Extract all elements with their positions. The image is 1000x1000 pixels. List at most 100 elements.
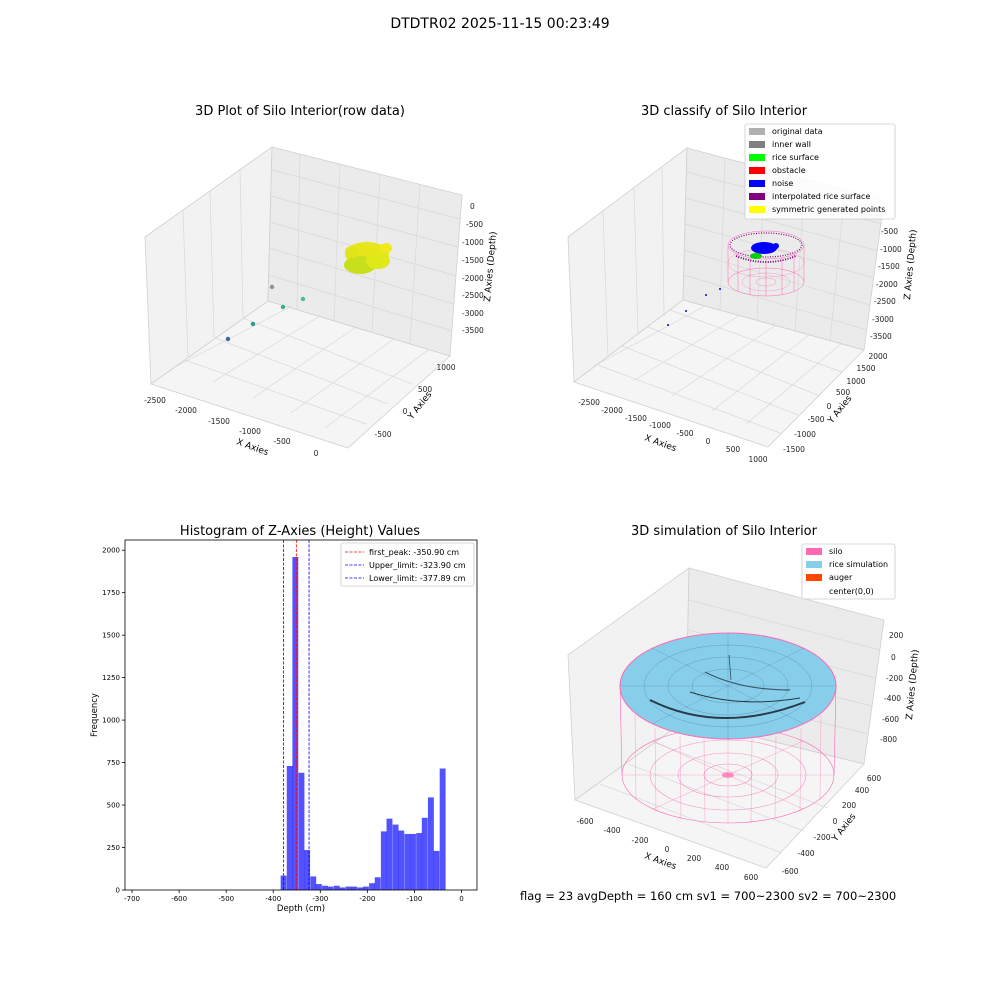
- raw-z-tick: -2000: [462, 274, 484, 283]
- legend-label: Upper_limit: -323.90 cm: [369, 561, 466, 570]
- histogram-y-tick-label: 1750: [102, 589, 120, 597]
- raw-z-tick: -3500: [462, 326, 484, 335]
- histogram-x-tick-label: -100: [406, 895, 422, 903]
- raw-x-tick: -2500: [144, 396, 166, 405]
- legend-swatch: [749, 154, 765, 161]
- simulation-rice-surface: [619, 632, 837, 740]
- raw-z-tick: 0: [470, 202, 475, 211]
- simulation-y-tick: 200: [842, 801, 857, 810]
- classify-y-tick: 1500: [856, 364, 875, 373]
- histogram-x-tick-label: -500: [218, 895, 234, 903]
- histogram-bar: [392, 824, 399, 890]
- classify-x-tick: 1000: [748, 455, 767, 464]
- histogram-bar: [410, 833, 416, 890]
- simulation-y-tick: -400: [797, 849, 814, 858]
- classify-y-tick: -1000: [794, 430, 816, 439]
- histogram-x-tick-label: -300: [312, 895, 328, 903]
- histogram-x-axis-label: Depth (cm): [277, 904, 325, 914]
- simulation-x-tick: -400: [603, 826, 620, 835]
- simulation-y-tick: 600: [867, 774, 882, 783]
- histogram-bar: [427, 797, 434, 890]
- raw-data-point: [280, 304, 286, 310]
- simulation-x-tick: 0: [665, 845, 670, 854]
- classify-legend: original data inner wall rice surface ob…: [744, 123, 896, 220]
- simulation-legend: silo rice simulation auger center(0,0): [801, 543, 896, 600]
- legend-label: silo: [829, 547, 843, 556]
- histogram-bar: [345, 886, 352, 890]
- classify-interpolated-surface: [729, 232, 803, 258]
- classify-noise-point: [719, 288, 721, 290]
- simulation-plot-title: 3D simulation of Silo Interior: [631, 524, 817, 539]
- figure-title: DTDTR02 2025-11-15 00:23:49: [390, 16, 610, 32]
- raw-data-point: [250, 321, 256, 327]
- simulation-z-tick: 200: [889, 631, 904, 640]
- histogram-bar: [386, 818, 393, 890]
- simulation-x-tick: 400: [715, 863, 730, 872]
- classify-plot-title: 3D classify of Silo Interior: [640, 104, 808, 119]
- raw-data-point: [269, 284, 275, 290]
- histogram-x-tick-label: -400: [265, 895, 281, 903]
- legend-swatch: [749, 167, 765, 174]
- classify-x-tick: -1500: [625, 414, 647, 423]
- histogram-legend: first_peak: -350.90 cm Upper_limit: -323.…: [340, 542, 475, 587]
- legend-swatch: [806, 574, 822, 581]
- classify-y-tick: 1000: [846, 377, 865, 386]
- histogram-bar: [310, 876, 317, 890]
- histogram-bar: [286, 765, 293, 890]
- raw-x-tick: -1000: [239, 427, 261, 436]
- histogram-bar: [380, 831, 387, 890]
- classify-y-tick: -1500: [783, 445, 805, 454]
- legend-swatch: [806, 548, 822, 555]
- legend-label: center(0,0): [829, 587, 874, 596]
- histogram-bar: [351, 886, 358, 890]
- histogram-x-tick-label: -700: [124, 895, 140, 903]
- legend-swatch: [749, 206, 765, 213]
- legend-swatch: [749, 128, 765, 135]
- classify-noise-point: [685, 310, 687, 312]
- histogram-bar: [374, 877, 381, 890]
- raw-x-tick: -500: [273, 437, 290, 446]
- legend-swatch: [749, 141, 765, 148]
- histogram-bar: [333, 885, 340, 890]
- classify-noise-point: [773, 243, 779, 249]
- legend-label: original data: [772, 127, 823, 136]
- histogram-bar: [369, 883, 375, 890]
- simulation-auger: [728, 654, 732, 681]
- simulation-z-tick: -600: [882, 715, 899, 724]
- legend-label: rice surface: [772, 153, 819, 162]
- raw-data-point: [300, 296, 306, 302]
- histogram-y-tick-label: 1250: [102, 674, 120, 682]
- raw-point-cloud: [344, 242, 392, 274]
- simulation-x-axis-label: X Axies: [643, 851, 678, 872]
- raw-plot-title: 3D Plot of Silo Interior(row data): [195, 104, 405, 119]
- legend-label: noise: [772, 179, 793, 188]
- legend-swatch: [749, 193, 765, 200]
- classify-z-tick: -2000: [876, 280, 898, 289]
- legend-swatch: [749, 180, 765, 187]
- legend-label: first_peak: -350.90 cm: [369, 548, 459, 557]
- histogram-bar: [298, 772, 305, 890]
- classify-interpolated-surface: [735, 255, 797, 263]
- histogram-y-tick-label: 750: [107, 759, 120, 767]
- simulation-x-tick: -600: [576, 817, 593, 826]
- histogram-y-axis-label: Frequency: [90, 693, 100, 737]
- classify-y-tick: -500: [807, 415, 824, 424]
- simulation-y-tick: 400: [855, 786, 870, 795]
- histogram-x-tick-label: -200: [359, 895, 375, 903]
- histogram-y-tick-label: 500: [107, 802, 120, 810]
- simulation-z-tick: -400: [884, 694, 901, 703]
- classify-y-tick: 0: [827, 402, 832, 411]
- histogram-bar: [304, 850, 311, 890]
- classify-noise-cluster: [751, 242, 777, 254]
- histogram-bar: [421, 817, 428, 890]
- histogram-bar: [363, 886, 369, 890]
- histogram-x-tick-label: -600: [171, 895, 187, 903]
- raw-y-tick: 500: [418, 385, 433, 394]
- raw-z-tick: -500: [466, 220, 483, 229]
- histogram-x-tick-label: 0: [459, 895, 463, 903]
- classify-z-tick: -3500: [870, 332, 892, 341]
- classify-rice-surface: [750, 253, 762, 259]
